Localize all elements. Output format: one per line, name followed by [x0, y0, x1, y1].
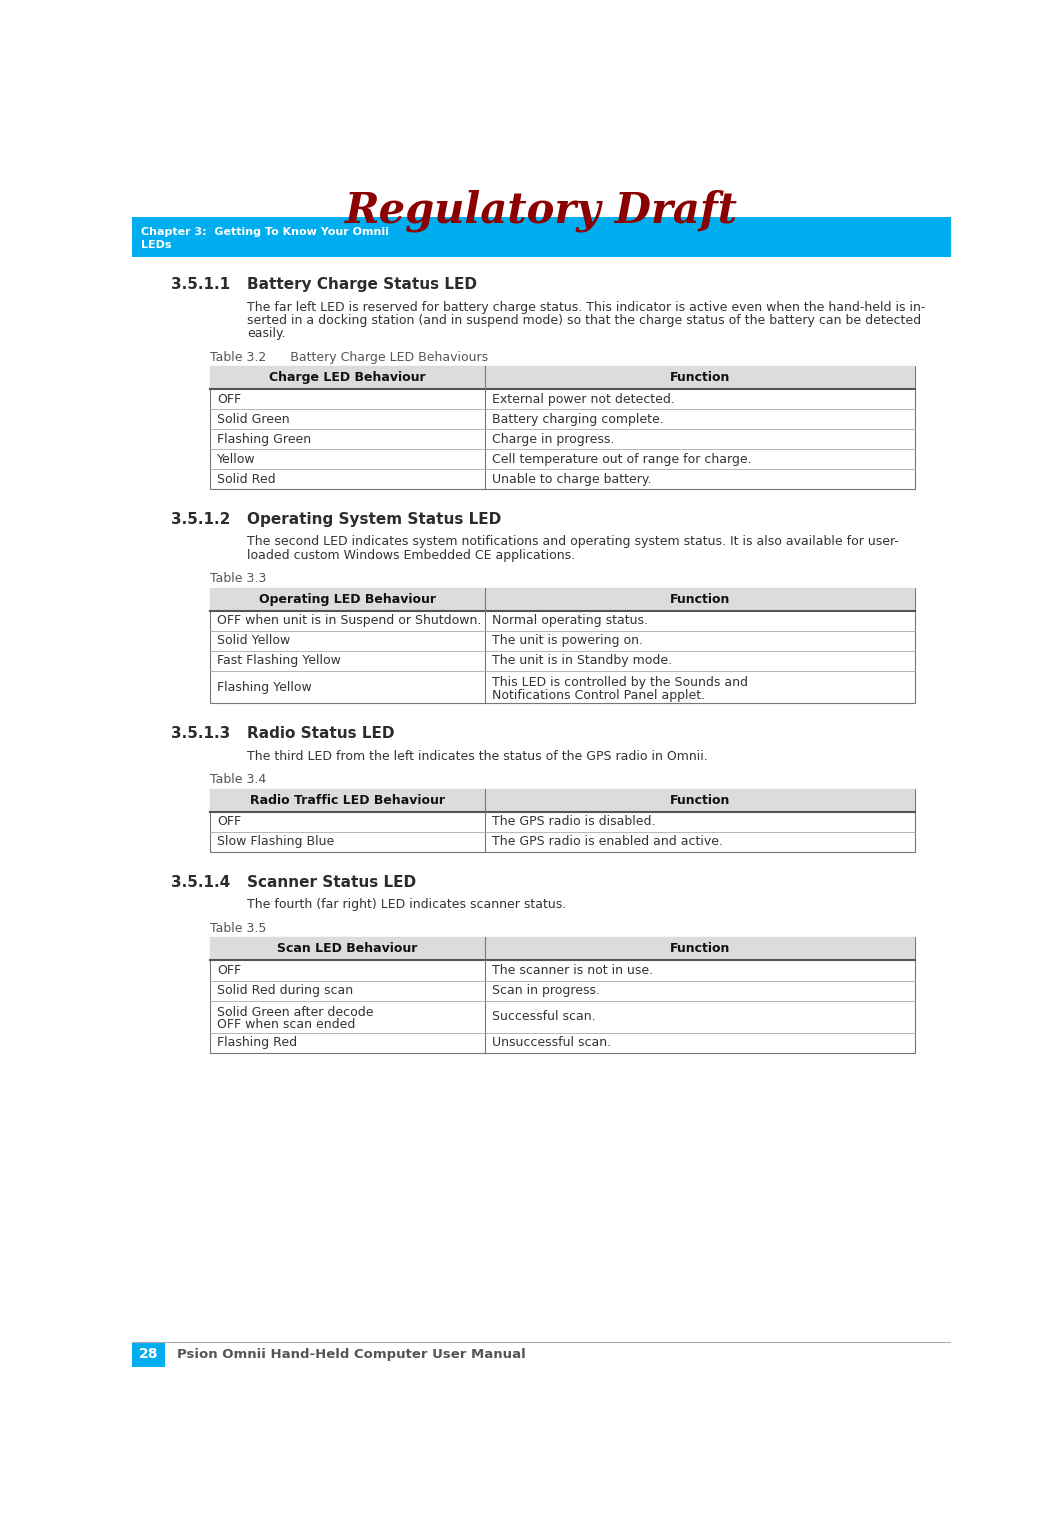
- Text: Radio Traffic LED Behaviour: Radio Traffic LED Behaviour: [249, 794, 445, 806]
- Text: 3.5.1.3: 3.5.1.3: [171, 727, 230, 742]
- Text: Charge in progress.: Charge in progress.: [493, 433, 615, 445]
- Text: The second LED indicates system notifications and operating system status. It is: The second LED indicates system notifica…: [247, 536, 898, 548]
- Text: Fast Flashing Yellow: Fast Flashing Yellow: [218, 654, 341, 668]
- Text: OFF: OFF: [218, 816, 241, 828]
- Text: easily.: easily.: [247, 327, 285, 339]
- Text: Slow Flashing Blue: Slow Flashing Blue: [218, 836, 335, 848]
- Text: Scan LED Behaviour: Scan LED Behaviour: [277, 943, 418, 955]
- Text: Flashing Green: Flashing Green: [218, 433, 312, 445]
- Text: 28: 28: [138, 1347, 159, 1361]
- Text: Solid Red: Solid Red: [218, 473, 276, 485]
- Text: Psion Omnii Hand-Held Computer User Manual: Psion Omnii Hand-Held Computer User Manu…: [178, 1347, 525, 1361]
- Text: loaded custom Windows Embedded CE applications.: loaded custom Windows Embedded CE applic…: [247, 548, 575, 562]
- Text: OFF: OFF: [218, 393, 241, 406]
- Text: Function: Function: [670, 593, 730, 605]
- Text: Unsuccessful scan.: Unsuccessful scan.: [493, 1037, 612, 1049]
- Text: Flashing Yellow: Flashing Yellow: [218, 680, 312, 694]
- Text: Notifications Control Panel applet.: Notifications Control Panel applet.: [493, 688, 706, 702]
- Text: LEDs: LEDs: [142, 240, 172, 250]
- Text: Battery charging complete.: Battery charging complete.: [493, 413, 664, 425]
- Text: The fourth (far right) LED indicates scanner status.: The fourth (far right) LED indicates sca…: [247, 899, 567, 911]
- Text: Solid Green after decode: Solid Green after decode: [218, 1006, 374, 1018]
- Text: OFF: OFF: [218, 965, 241, 977]
- Text: This LED is controlled by the Sounds and: This LED is controlled by the Sounds and: [493, 676, 748, 690]
- Text: The unit is in Standby mode.: The unit is in Standby mode.: [493, 654, 672, 668]
- Text: Table 3.4: Table 3.4: [209, 773, 266, 786]
- Text: The third LED from the left indicates the status of the GPS radio in Omnii.: The third LED from the left indicates th…: [247, 750, 707, 762]
- Bar: [132, 217, 951, 257]
- Text: Normal operating status.: Normal operating status.: [493, 614, 649, 627]
- Bar: [209, 588, 915, 611]
- Text: Yellow: Yellow: [218, 453, 256, 465]
- Bar: [132, 1341, 165, 1367]
- Text: Regulatory Draft: Regulatory Draft: [346, 190, 738, 232]
- Bar: [209, 937, 915, 960]
- Text: The scanner is not in use.: The scanner is not in use.: [493, 965, 653, 977]
- Text: serted in a docking station (and in suspend mode) so that the charge status of t: serted in a docking station (and in susp…: [247, 313, 921, 327]
- Text: Flashing Red: Flashing Red: [218, 1037, 297, 1049]
- Text: Battery Charge Status LED: Battery Charge Status LED: [247, 278, 477, 292]
- Text: Table 3.5: Table 3.5: [209, 922, 266, 935]
- Bar: [209, 937, 915, 1052]
- Text: Unable to charge battery.: Unable to charge battery.: [493, 473, 652, 485]
- Text: Operating LED Behaviour: Operating LED Behaviour: [259, 593, 435, 605]
- Text: Scanner Status LED: Scanner Status LED: [247, 876, 416, 889]
- Text: Solid Yellow: Solid Yellow: [218, 634, 291, 648]
- Bar: [209, 790, 915, 852]
- Text: The far left LED is reserved for battery charge status. This indicator is active: The far left LED is reserved for battery…: [247, 301, 925, 313]
- Text: 3.5.1.4: 3.5.1.4: [171, 876, 230, 889]
- Text: The GPS radio is disabled.: The GPS radio is disabled.: [493, 816, 656, 828]
- Text: External power not detected.: External power not detected.: [493, 393, 675, 406]
- Text: Operating System Status LED: Operating System Status LED: [247, 513, 501, 527]
- Bar: [209, 588, 915, 703]
- Text: Table 3.3: Table 3.3: [209, 573, 266, 585]
- Text: OFF when unit is in Suspend or Shutdown.: OFF when unit is in Suspend or Shutdown.: [218, 614, 482, 627]
- Text: Solid Green: Solid Green: [218, 413, 290, 425]
- Text: Function: Function: [670, 794, 730, 806]
- Bar: [209, 366, 915, 389]
- Text: 3.5.1.2: 3.5.1.2: [171, 513, 230, 527]
- Text: Radio Status LED: Radio Status LED: [247, 727, 394, 742]
- Text: Successful scan.: Successful scan.: [493, 1011, 596, 1023]
- Text: Table 3.2      Battery Charge LED Behaviours: Table 3.2 Battery Charge LED Behaviours: [209, 350, 487, 364]
- Text: OFF when scan ended: OFF when scan ended: [218, 1018, 356, 1031]
- Text: Charge LED Behaviour: Charge LED Behaviour: [268, 372, 426, 384]
- Text: Scan in progress.: Scan in progress.: [493, 985, 600, 997]
- Text: 3.5.1.1: 3.5.1.1: [171, 278, 230, 292]
- Text: Cell temperature out of range for charge.: Cell temperature out of range for charge…: [493, 453, 753, 465]
- Text: Chapter 3:  Getting To Know Your Omnii: Chapter 3: Getting To Know Your Omnii: [142, 227, 389, 238]
- Text: Solid Red during scan: Solid Red during scan: [218, 985, 353, 997]
- Text: Function: Function: [670, 943, 730, 955]
- Text: Function: Function: [670, 372, 730, 384]
- Bar: [209, 366, 915, 490]
- Bar: [209, 790, 915, 813]
- Text: The unit is powering on.: The unit is powering on.: [493, 634, 644, 648]
- Text: The GPS radio is enabled and active.: The GPS radio is enabled and active.: [493, 836, 723, 848]
